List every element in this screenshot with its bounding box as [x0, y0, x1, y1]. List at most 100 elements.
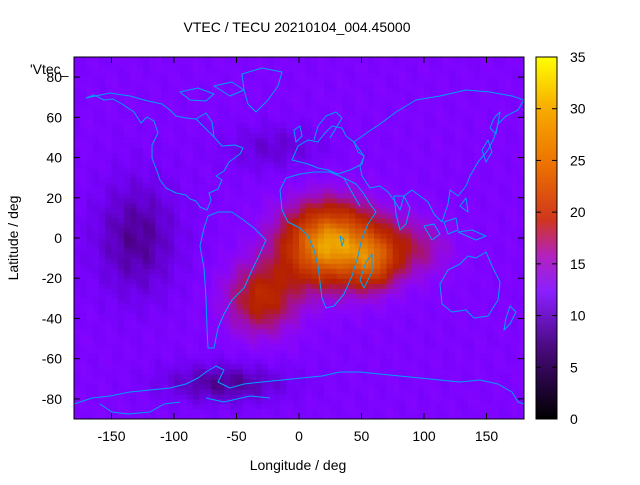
heat-cell — [367, 388, 375, 395]
heat-cell — [330, 393, 338, 400]
heat-cell — [517, 107, 524, 113]
heat-cell — [374, 338, 381, 345]
heat-cell — [117, 343, 125, 350]
heat-cell — [286, 112, 294, 118]
heat-cell — [136, 303, 144, 309]
heat-cell — [449, 413, 456, 419]
heat-cell — [224, 187, 231, 194]
heat-cell — [249, 403, 256, 410]
heat-cell — [261, 132, 269, 139]
heat-cell — [411, 167, 419, 174]
heat-cell — [217, 353, 225, 360]
heat-cell — [349, 283, 356, 289]
heat-cell — [280, 243, 288, 249]
heat-cell — [292, 187, 300, 194]
heat-cell — [467, 152, 475, 159]
heat-cell — [311, 77, 319, 83]
heat-cell — [292, 393, 300, 400]
heat-cell — [380, 333, 388, 340]
heat-cell — [417, 102, 425, 108]
heat-cell — [124, 72, 131, 78]
heat-cell — [130, 217, 138, 224]
heat-cell — [517, 182, 524, 189]
heat-cell — [99, 378, 106, 385]
heat-cell — [80, 92, 88, 98]
heat-cell — [236, 72, 244, 78]
heat-cell — [455, 313, 463, 320]
heat-cell — [149, 112, 156, 118]
heat-cell — [461, 308, 469, 315]
heat-cell — [286, 303, 294, 309]
heat-cell — [292, 303, 300, 309]
heat-cell — [236, 328, 244, 335]
heat-cell — [461, 288, 469, 294]
heat-cell — [155, 243, 163, 249]
heat-cell — [274, 283, 281, 289]
heat-cell — [436, 132, 444, 139]
heat-cell — [474, 82, 481, 88]
heat-cell — [342, 303, 350, 309]
heat-cell — [105, 408, 113, 415]
heat-cell — [355, 278, 363, 284]
heat-cell — [280, 353, 288, 360]
heat-cell — [180, 77, 188, 83]
heat-cell — [424, 348, 431, 355]
heat-cell — [511, 137, 519, 144]
heat-cell — [411, 187, 419, 194]
heat-cell — [255, 383, 263, 390]
heat-cell — [155, 192, 163, 199]
heat-cell — [399, 227, 406, 234]
heat-cell — [267, 238, 275, 244]
heat-cell — [149, 232, 156, 239]
heat-cell — [211, 87, 219, 93]
heat-cell — [80, 333, 88, 340]
heat-cell — [92, 172, 100, 179]
heat-cell — [230, 192, 238, 199]
heat-cell — [136, 393, 144, 400]
heat-cell — [505, 293, 513, 299]
heat-cell — [442, 298, 450, 304]
heat-cell — [124, 413, 131, 419]
heat-cell — [111, 333, 119, 340]
heat-cell — [261, 383, 269, 390]
heat-cell — [436, 288, 444, 294]
heat-cell — [130, 187, 138, 194]
heat-cell — [461, 187, 469, 194]
heat-cell — [111, 67, 119, 73]
heat-cell — [149, 328, 156, 335]
heat-cell — [167, 403, 175, 410]
heat-cell — [142, 283, 150, 289]
heat-cell — [105, 358, 113, 365]
heat-cell — [249, 92, 256, 98]
heat-cell — [449, 408, 456, 415]
heat-cell — [242, 278, 250, 284]
heat-cell — [305, 212, 313, 219]
heat-cell — [205, 333, 213, 340]
heat-cell — [474, 328, 481, 335]
heat-cell — [417, 313, 425, 320]
heat-cell — [380, 217, 388, 224]
heat-cell — [305, 82, 313, 88]
heat-cell — [436, 243, 444, 249]
heat-cell — [299, 102, 306, 108]
heat-cell — [430, 112, 438, 118]
heat-cell — [230, 197, 238, 204]
heat-cell — [330, 122, 338, 128]
heat-cell — [392, 253, 400, 259]
heat-cell — [86, 187, 94, 194]
heat-cell — [142, 318, 150, 325]
heat-cell — [374, 263, 381, 269]
heat-cell — [99, 117, 106, 123]
heat-cell — [261, 72, 269, 78]
heat-cell — [505, 348, 513, 355]
heat-cell — [142, 192, 150, 199]
heat-cell — [167, 323, 175, 330]
heat-cell — [149, 258, 156, 264]
heat-cell — [411, 388, 419, 395]
heat-cell — [292, 308, 300, 315]
heat-cell — [267, 348, 275, 355]
heat-cell — [80, 232, 88, 239]
heat-cell — [311, 323, 319, 330]
heat-cell — [105, 258, 113, 264]
heat-cell — [167, 192, 175, 199]
